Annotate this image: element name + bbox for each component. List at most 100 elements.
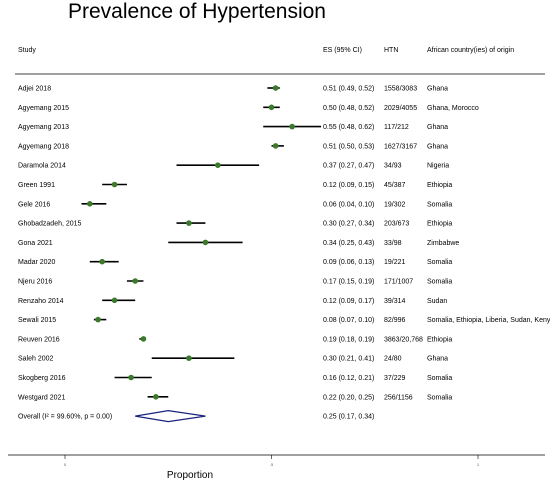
- htn-label: 3863/20,768: [384, 336, 423, 343]
- header-es: ES (95% CI): [323, 47, 362, 54]
- country-label: Ghana: [427, 86, 448, 93]
- country-label: Ethiopia: [427, 182, 452, 189]
- effect-point: [95, 316, 101, 323]
- es-ci-label: 0.12 (0.09, 0.15): [323, 182, 374, 189]
- effect-point: [272, 85, 279, 91]
- header-country: African country(ies) of origin: [427, 47, 514, 54]
- htn-label: 256/1156: [384, 394, 413, 401]
- study-label: Gona 2021: [18, 240, 53, 247]
- es-ci-label: 0.17 (0.15, 0.19): [323, 279, 374, 286]
- study-row: Gele 2016 0.06 (0.04, 0.10) 19/302 Somalia: [18, 201, 452, 208]
- htn-label: 2029/4055: [384, 105, 417, 112]
- country-label: Somalia: [427, 375, 452, 382]
- study-row: Renzaho 2014 0.12 (0.09, 0.17) 39/314 Sudan: [18, 297, 447, 305]
- study-row: Reuven 2016 0.19 (0.18, 0.19) 3863/20,768 E…: [18, 336, 452, 343]
- study-rows: Adjei 2018 0.51 (0.49, 0.52) 1558/3083 Ghan…: [18, 85, 550, 423]
- study-label: Adjei 2018: [18, 86, 51, 93]
- es-ci-label: 0.30 (0.21, 0.41): [323, 356, 374, 363]
- effect-point: [128, 374, 134, 381]
- study-label: Agyemang 2018: [18, 143, 69, 150]
- study-label: Agyemang 2015: [18, 105, 69, 112]
- study-label: Sewali 2015: [18, 317, 56, 324]
- htn-label: 34/93: [384, 163, 402, 170]
- es-ci-label: 0.50 (0.48, 0.52): [323, 105, 374, 112]
- es-ci-label: 0.51 (0.50, 0.53): [323, 143, 374, 150]
- header-htn: HTN: [384, 47, 398, 54]
- es-ci-label: 0.09 (0.06, 0.13): [323, 259, 374, 266]
- study-row: Agyemang 2015 0.50 (0.48, 0.52) 2029/4055 G…: [18, 104, 479, 112]
- country-label: Somalia: [427, 394, 452, 401]
- effect-point: [140, 336, 147, 342]
- study-row: Ghobadzadeh, 2015 0.30 (0.27, 0.34) 203/67…: [18, 220, 452, 228]
- es-ci-label: 0.16 (0.12, 0.21): [323, 375, 374, 382]
- htn-label: 45/387: [384, 182, 406, 189]
- htn-label: 1627/3167: [384, 143, 417, 150]
- effect-point: [268, 104, 275, 111]
- htn-label: 171/1007: [384, 279, 413, 286]
- study-row: Madar 2020 0.09 (0.06, 0.13) 19/221 Somalia: [18, 258, 452, 266]
- effect-point: [215, 162, 221, 168]
- country-label: Nigeria: [427, 163, 449, 170]
- es-ci-label: 0.30 (0.27, 0.34): [323, 221, 374, 228]
- study-label: Daramola 2014: [18, 163, 66, 170]
- study-label: Ghobadzadeh, 2015: [18, 221, 82, 228]
- htn-label: 19/221: [384, 259, 406, 266]
- study-row: Agyemang 2018 0.51 (0.50, 0.53) 1627/3167 G…: [18, 143, 448, 150]
- effect-point: [289, 123, 295, 130]
- country-label: Ghana: [427, 143, 448, 150]
- htn-label: 1558/3083: [384, 86, 417, 93]
- htn-label: 19/302: [384, 201, 406, 208]
- study-label: Njeru 2016: [18, 279, 52, 286]
- effect-point: [186, 220, 192, 226]
- es-ci-label: 0.51 (0.49, 0.52): [323, 86, 374, 93]
- overall-label: Overall (I² = 99.60%, p = 0.00): [18, 414, 112, 421]
- htn-label: 82/996: [384, 317, 406, 324]
- chart-title: Prevalence of Hypertension: [68, 0, 326, 23]
- htn-label: 117/212: [384, 124, 409, 131]
- overall-diamond: [135, 409, 206, 423]
- effect-point: [153, 394, 159, 400]
- study-row: Agyemang 2013 0.55 (0.48, 0.62) 117/212 Gha…: [18, 123, 448, 131]
- x-tick-label: .5: [270, 462, 274, 467]
- htn-label: 33/98: [384, 240, 402, 247]
- country-label: Ghana, Morocco: [427, 105, 479, 112]
- htn-label: 203/673: [384, 221, 409, 228]
- es-ci-label: 0.06 (0.04, 0.10): [323, 201, 374, 208]
- study-row: Sewali 2015 0.08 (0.07, 0.10) 82/996 Somali…: [18, 316, 550, 324]
- study-row: Green 1991 0.12 (0.09, 0.15) 45/387 Ethiopi…: [18, 181, 452, 189]
- study-label: Agyemang 2013: [18, 124, 69, 131]
- study-label: Reuven 2016: [18, 336, 60, 343]
- study-row: Njeru 2016 0.17 (0.15, 0.19) 171/1007 Somal…: [18, 278, 452, 286]
- htn-label: 39/314: [384, 298, 406, 305]
- effect-point: [186, 355, 192, 362]
- study-row: Gona 2021 0.34 (0.25, 0.43) 33/98 Zimbabwe: [18, 239, 459, 247]
- country-label: Somalia: [427, 259, 452, 266]
- study-row: Adjei 2018 0.51 (0.49, 0.52) 1558/3083 Ghan…: [18, 85, 448, 93]
- es-ci-label: 0.19 (0.18, 0.19): [323, 336, 374, 343]
- effect-point: [111, 297, 118, 304]
- x-axis-label: Proportion: [167, 470, 213, 481]
- overall-es-label: 0.25 (0.17, 0.34): [323, 414, 374, 421]
- effect-point: [272, 143, 279, 149]
- study-label: Renzaho 2014: [18, 298, 64, 305]
- effect-point: [202, 239, 209, 246]
- es-ci-label: 0.34 (0.25, 0.43): [323, 240, 374, 247]
- study-label: Green 1991: [18, 182, 55, 189]
- effect-point: [99, 258, 105, 265]
- es-ci-label: 0.55 (0.48, 0.62): [323, 124, 374, 131]
- study-row: Skogberg 2016 0.16 (0.12, 0.21) 37/229 Soma…: [18, 374, 452, 382]
- effect-point: [132, 278, 139, 284]
- study-row: Daramola 2014 0.37 (0.27, 0.47) 34/93 Niger…: [18, 162, 449, 170]
- country-label: Ethiopia: [427, 221, 452, 228]
- country-label: Somalia, Ethiopia, Liberia, Sudan, Kenya: [427, 317, 550, 324]
- study-row: Westgard 2021 0.22 (0.20, 0.25) 256/1156 So…: [18, 394, 452, 401]
- htn-label: 37/229: [384, 375, 406, 382]
- x-tick-label: 0: [64, 462, 67, 467]
- header-study: Study: [18, 47, 36, 54]
- study-row: Saleh 2002 0.30 (0.21, 0.41) 24/80 Ghana: [18, 355, 448, 363]
- es-ci-label: 0.37 (0.27, 0.47): [323, 163, 374, 170]
- es-ci-label: 0.22 (0.20, 0.25): [323, 394, 374, 401]
- country-label: Ethiopia: [427, 336, 452, 343]
- study-label: Saleh 2002: [18, 356, 54, 363]
